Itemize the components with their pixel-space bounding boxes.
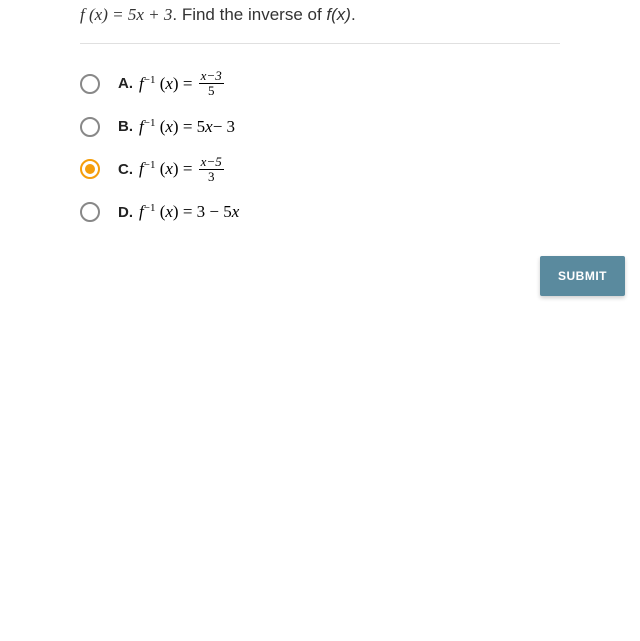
option-a-math: f−1 (x) = x−3 5 (139, 69, 226, 99)
option-d-label: D. (118, 204, 133, 221)
option-d[interactable]: D. f−1 (x) = 3 − 5x (80, 202, 560, 222)
radio-d[interactable] (80, 202, 100, 222)
option-c-math: f−1 (x) = x−5 3 (139, 155, 226, 185)
question-end: . (351, 5, 356, 24)
radio-c[interactable] (80, 159, 100, 179)
option-a[interactable]: A. f−1 (x) = x−3 5 (80, 69, 560, 99)
option-a-label: A. (118, 75, 133, 92)
radio-b[interactable] (80, 117, 100, 137)
option-c[interactable]: C. f−1 (x) = x−5 3 (80, 155, 560, 185)
option-b[interactable]: B. f−1 (x) = 5x − 3 (80, 117, 560, 137)
option-b-math: f−1 (x) = 5x − 3 (139, 117, 235, 137)
question-text: f (x) = 5x + 3. Find the inverse of f(x)… (80, 0, 560, 44)
question-body: . Find the inverse of (172, 5, 326, 24)
options-group: A. f−1 (x) = x−3 5 B. f−1 (x) = 5x − 3 C… (80, 69, 560, 222)
option-b-label: B. (118, 118, 133, 135)
radio-a[interactable] (80, 74, 100, 94)
question-math-suffix: f(x) (326, 5, 351, 24)
submit-button[interactable]: SUBMIT (540, 256, 625, 296)
option-c-label: C. (118, 161, 133, 178)
question-math-prefix: f (x) = 5x + 3 (80, 5, 172, 24)
radio-c-selected-icon (85, 164, 95, 174)
option-d-math: f−1 (x) = 3 − 5x (139, 202, 239, 222)
